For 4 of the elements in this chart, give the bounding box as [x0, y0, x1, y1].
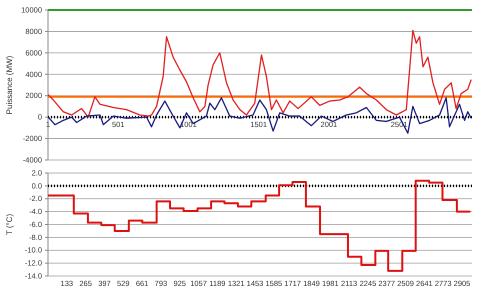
line-series	[48, 97, 472, 134]
y-axis-title: T (°C)	[5, 214, 14, 236]
y-axis-title: Puissance (MW)	[5, 55, 14, 114]
line-series	[48, 30, 472, 118]
